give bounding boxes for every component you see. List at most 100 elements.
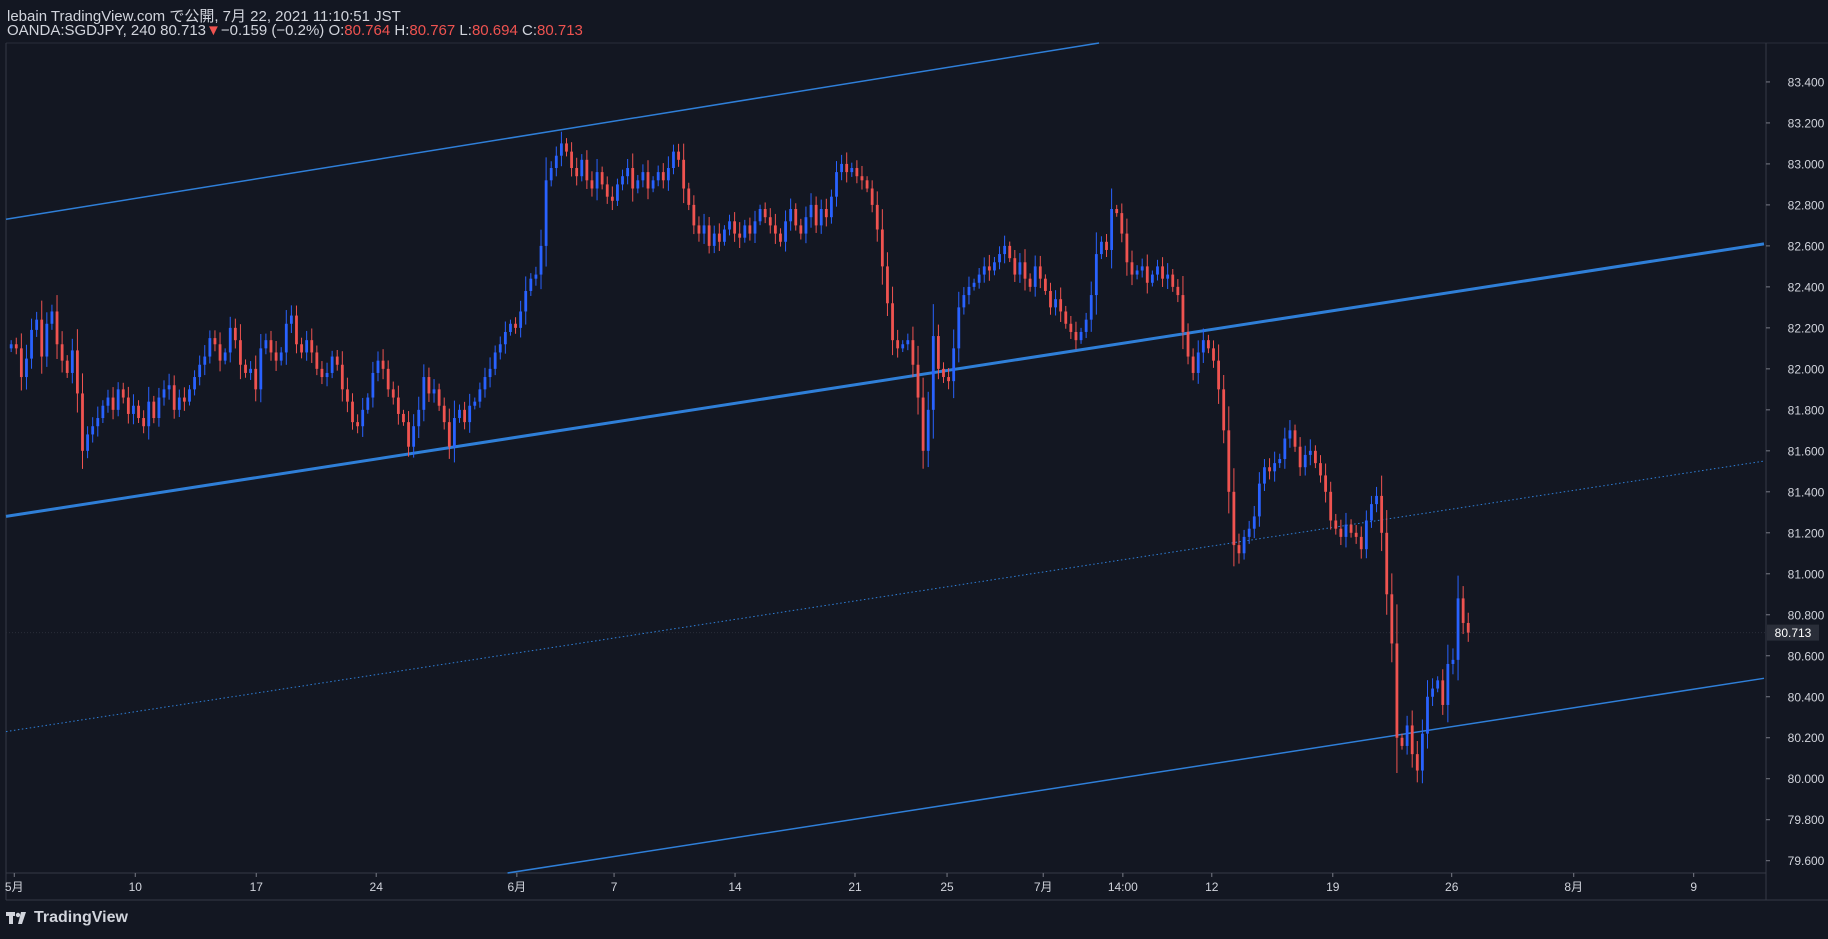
candle-body (19, 348, 23, 378)
candle-body (188, 389, 191, 402)
candle (1400, 733, 1404, 750)
candle-body (911, 340, 915, 365)
candle (911, 326, 915, 377)
candle-body (819, 209, 823, 226)
candle (605, 176, 609, 204)
candle-body (208, 338, 212, 357)
candle (962, 287, 966, 315)
symbol-name[interactable]: OANDA:SGDJPY, 240 (7, 22, 156, 39)
candle (1293, 424, 1297, 452)
candle-body (1217, 360, 1221, 390)
candle (1069, 315, 1073, 339)
candle-body (30, 329, 33, 359)
candle-body (40, 319, 44, 357)
candle-body (60, 344, 64, 361)
brand-name: TradingView (34, 909, 128, 926)
candle-body (916, 364, 920, 398)
candle (1329, 481, 1333, 530)
price-axis[interactable]: 79.600 79.800 80.000 80.200 80.400 80.600 80.8… (1766, 75, 1825, 868)
candle-body (1064, 311, 1068, 324)
trend-line-middle[interactable] (5, 242, 1765, 518)
candle-body (748, 225, 752, 234)
candle (91, 417, 95, 443)
candle-body (1023, 262, 1027, 279)
candle (188, 385, 191, 406)
candle (1054, 290, 1057, 316)
candle-body (1135, 270, 1139, 275)
price-tick-label: 82.000 (1788, 362, 1825, 376)
candle (773, 213, 777, 244)
candle (855, 160, 859, 184)
candle (743, 219, 747, 243)
candle (315, 345, 319, 376)
candle (1395, 604, 1399, 773)
candle (1370, 495, 1373, 528)
candle-body (1349, 524, 1353, 533)
candle (748, 217, 752, 241)
candle-body (1370, 504, 1373, 521)
candle (157, 387, 161, 427)
footer-brand[interactable]: TradingView (6, 909, 128, 927)
price-tick-label: 80.400 (1788, 690, 1825, 704)
candle (1207, 334, 1210, 354)
price-tick-label: 82.800 (1788, 198, 1825, 212)
candle (45, 312, 49, 367)
candle-body (1415, 754, 1419, 771)
price-tick-label: 82.200 (1788, 321, 1825, 335)
candle-body (768, 217, 772, 226)
candle (1125, 218, 1129, 276)
candle-body (488, 368, 492, 378)
candle (177, 389, 181, 418)
candle-body (1237, 545, 1241, 554)
candle-body (621, 176, 624, 185)
candle (198, 355, 202, 386)
price-tick-label: 80.800 (1788, 608, 1825, 622)
candle (463, 401, 466, 430)
candle-body (1018, 262, 1022, 275)
candle (1201, 328, 1205, 363)
candle (763, 202, 767, 224)
trend-line-lower[interactable] (507, 677, 1765, 874)
candle-body (193, 377, 196, 390)
candle (458, 404, 461, 423)
candle (142, 410, 146, 434)
candle-body (519, 311, 523, 328)
candle (1059, 287, 1063, 322)
candle-body (330, 356, 334, 373)
candle-body (957, 307, 961, 349)
candle-body (376, 360, 380, 373)
candle (167, 373, 171, 400)
candle-body (1390, 594, 1394, 644)
trend-line-upper[interactable] (5, 42, 1100, 220)
candle (208, 330, 212, 364)
candle (728, 214, 731, 236)
candle (1161, 257, 1164, 287)
low-value: 80.694 (471, 22, 518, 39)
candle (753, 210, 757, 243)
candle-body (1130, 262, 1134, 275)
candle (1171, 269, 1175, 292)
candle-body (1207, 340, 1210, 349)
candle-body (137, 405, 140, 419)
candle-body (712, 233, 716, 246)
candle (514, 317, 517, 334)
candle (977, 268, 981, 289)
candle-body (1125, 233, 1129, 263)
candle (1375, 486, 1378, 513)
candle (244, 359, 247, 378)
candle (182, 387, 186, 411)
trend-line-dotted[interactable] (5, 460, 1765, 733)
candle (223, 348, 227, 365)
candle (1181, 276, 1185, 350)
candle-body (926, 409, 930, 451)
candle-body (1278, 459, 1282, 464)
time-axis[interactable]: 5月 10 17 24 6月 7 14 21 25 7月 14:00 12 19 26 8月 9 (5, 873, 1697, 894)
candle-body (1359, 536, 1363, 550)
candle-body (239, 340, 242, 365)
candle (14, 337, 18, 355)
candle (529, 273, 533, 296)
candle-body (1003, 245, 1007, 255)
candle-body (35, 319, 39, 330)
candle-body (1227, 430, 1231, 492)
